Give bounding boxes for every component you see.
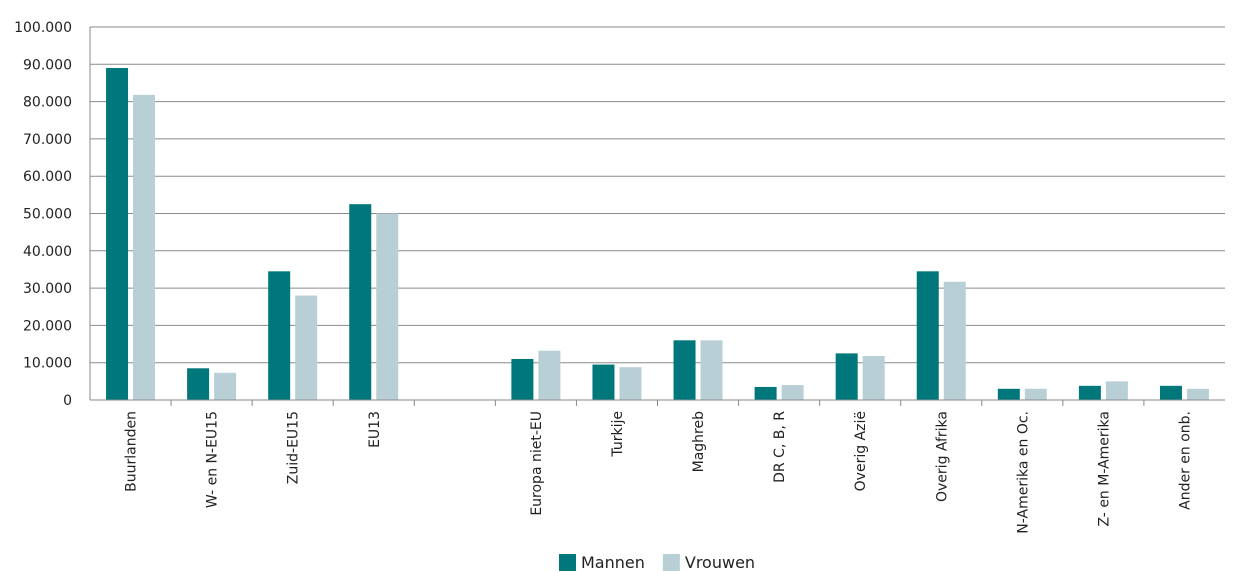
x-tick-label: Overig Afrika: [934, 411, 950, 502]
bar-vrouwen-w-en-n-eu15: [214, 372, 237, 400]
x-tick-label: Zuid-EU15: [286, 411, 302, 484]
legend-label: Vrouwen: [685, 553, 755, 572]
bar-vrouwen-ander-en-onb: [1186, 388, 1209, 400]
y-tick-label: 30.000: [23, 281, 72, 297]
y-axis: 0 10.000 20.000 30.000 40.000 50.000 60.000 70.…: [14, 20, 91, 409]
x-tick-label: Europa niet-EU: [529, 411, 545, 516]
bar-mannen-turkije: [592, 364, 615, 400]
x-tick-label: Buurlanden: [124, 411, 140, 492]
legend: Mannen Vrouwen: [559, 553, 755, 572]
bar-mannen-w-en-n-eu15: [187, 368, 210, 400]
y-tick-label: 0: [63, 393, 72, 409]
x-tick-label: W- en N-EU15: [205, 411, 221, 508]
bar-vrouwen-zuid-eu15: [295, 295, 318, 400]
y-tick-label: 50.000: [23, 207, 72, 223]
x-axis: Buurlanden W- en N-EU15 Zuid-EU15 EU13 Europ…: [90, 399, 1225, 534]
x-tick-label: Maghreb: [691, 411, 707, 472]
x-tick-label: EU13: [367, 411, 383, 448]
bar-vrouwen-turkije: [619, 367, 642, 400]
y-tick-label: 60.000: [23, 169, 72, 185]
bars: [106, 68, 1209, 401]
bar-vrouwen-overig-afrika: [943, 281, 966, 400]
bar-mannen-buurlanden: [106, 68, 129, 400]
bar-vrouwen-n-amerika-en-oc: [1024, 388, 1047, 400]
bar-vrouwen-europa-niet-eu: [538, 350, 561, 400]
bar-vrouwen-eu13: [376, 213, 399, 400]
legend-swatch: [662, 554, 680, 571]
x-tick-label: Turkije: [610, 411, 626, 458]
x-tick-label: Z- en M-Amerika: [1096, 411, 1112, 527]
legend-label: Mannen: [581, 553, 645, 572]
y-tick-label: 100.000: [14, 20, 72, 36]
y-tick-label: 40.000: [23, 244, 72, 260]
y-tick-label: 10.000: [23, 356, 72, 372]
x-tick-label: Overig Azië: [853, 411, 869, 491]
bar-mannen-maghreb: [673, 340, 696, 400]
x-tick-label: N-Amerika en Oc.: [1015, 411, 1031, 534]
bar-mannen-dr-c-b-r: [754, 386, 777, 400]
x-tick-label: DR C, B, R: [772, 411, 788, 483]
bar-vrouwen-overig-azie: [862, 355, 885, 400]
y-tick-label: 80.000: [23, 95, 72, 111]
legend-swatch: [559, 554, 576, 571]
bar-mannen-zuid-eu15: [268, 271, 291, 400]
y-tick-label: 90.000: [23, 57, 72, 73]
bar-mannen-europa-niet-eu: [511, 358, 534, 400]
gridlines: [90, 26, 1225, 364]
bar-vrouwen-z-en-m-amerika: [1105, 381, 1128, 400]
bar-vrouwen-maghreb: [700, 340, 723, 400]
bar-mannen-ander-en-onb: [1159, 385, 1182, 400]
y-tick-label: 70.000: [23, 132, 72, 148]
bar-mannen-z-en-m-amerika: [1078, 385, 1101, 400]
x-tick-label: Ander en onb.: [1177, 411, 1193, 510]
bar-mannen-eu13: [349, 204, 372, 400]
bar-mannen-n-amerika-en-oc: [997, 388, 1020, 400]
bar-vrouwen-buurlanden: [133, 94, 156, 401]
bar-vrouwen-dr-c-b-r: [781, 385, 804, 400]
bar-mannen-overig-azie: [835, 353, 858, 400]
y-tick-label: 20.000: [23, 318, 72, 334]
bar-mannen-overig-afrika: [916, 271, 939, 400]
